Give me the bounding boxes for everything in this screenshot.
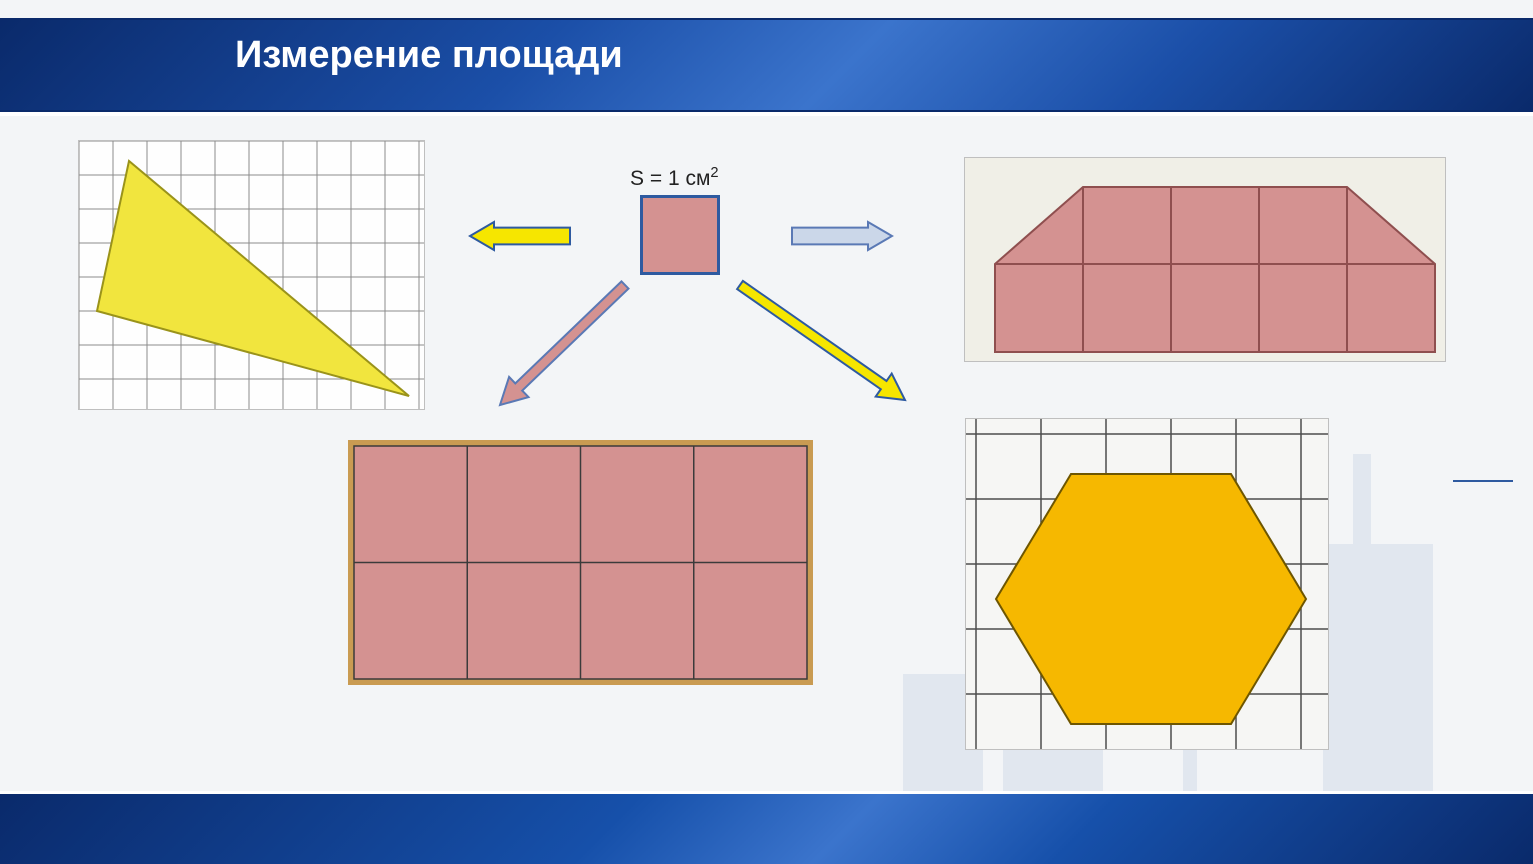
hexagon-panel bbox=[965, 418, 1329, 750]
trapezoid-diagram bbox=[965, 158, 1445, 361]
arrow-right bbox=[792, 222, 892, 250]
rectangle-diagram bbox=[348, 440, 813, 685]
bottom-banner bbox=[0, 791, 1533, 864]
arrow-down-right bbox=[737, 281, 905, 400]
decor-dash bbox=[1453, 480, 1513, 482]
hexagon-diagram bbox=[966, 419, 1328, 749]
slide: Измерение площади S = 1 см2 bbox=[0, 0, 1533, 864]
arrow-down-left bbox=[500, 281, 629, 405]
arrow-left bbox=[470, 222, 570, 250]
trapezoid-panel bbox=[964, 157, 1446, 362]
